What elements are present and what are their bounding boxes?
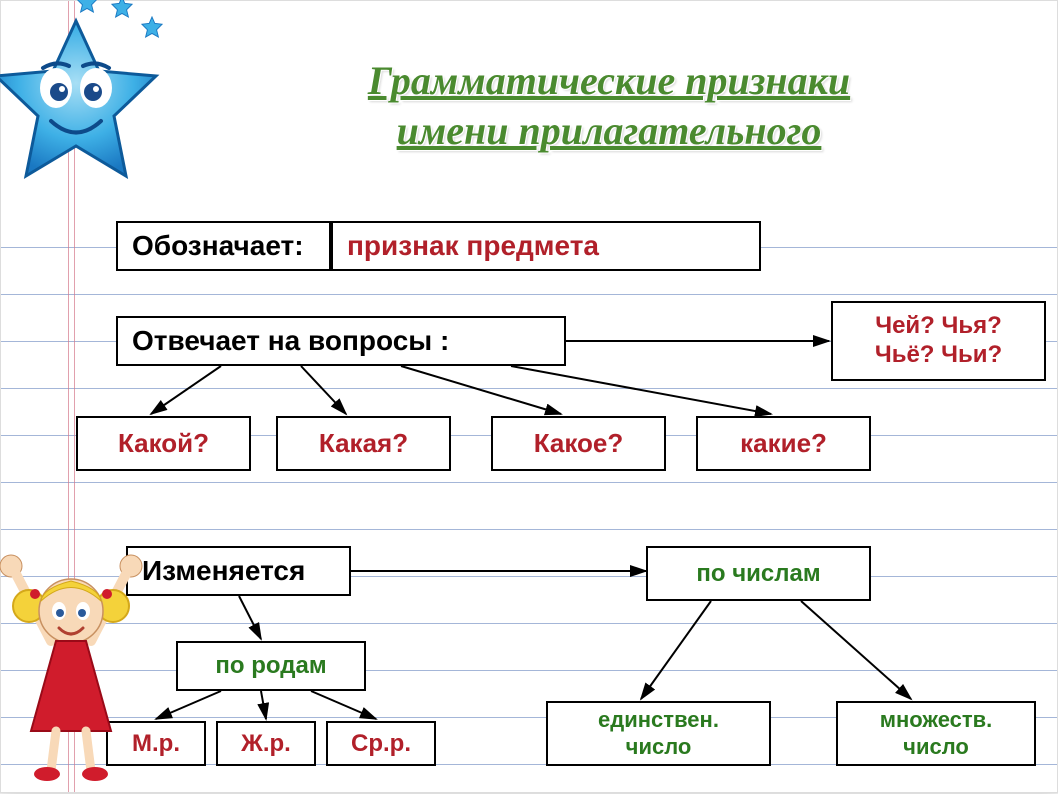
box-kakoe: Какое? [491,416,666,471]
page-title: Грамматические признаки имени прилагател… [201,56,1017,156]
star-body-icon [0,16,161,186]
box-chei: Чей? Чья?Чьё? Чьи? [831,301,1046,381]
box-pochislam: по числам [646,546,871,601]
box-porodam: по родам [176,641,366,691]
box-priznak: признак предмета [331,221,761,271]
box-zhr: Ж.р. [216,721,316,766]
box-edin: единствен.число [546,701,771,766]
box-kakoi: Какой? [76,416,251,471]
title-line2: имени прилагательного [201,106,1017,156]
notebook-page: Грамматические признаки имени прилагател… [0,0,1058,793]
box-sr: Ср.р. [326,721,436,766]
box-kakie: какие? [696,416,871,471]
small-star-icon [141,16,163,38]
box-otvechaet: Отвечает на вопросы : [116,316,566,366]
box-oboznachaet: Обозначает: [116,221,331,271]
diagram-content: Грамматические признаки имени прилагател… [1,1,1057,792]
box-mnozh: множеств.число [836,701,1036,766]
small-star-icon [76,0,98,13]
title-line1: Грамматические признаки [201,56,1017,106]
box-izmen: Изменяется [126,546,351,596]
box-kakaya: Какая? [276,416,451,471]
star-character [0,0,181,201]
small-star-icon [111,0,133,18]
girl-character [0,546,151,781]
